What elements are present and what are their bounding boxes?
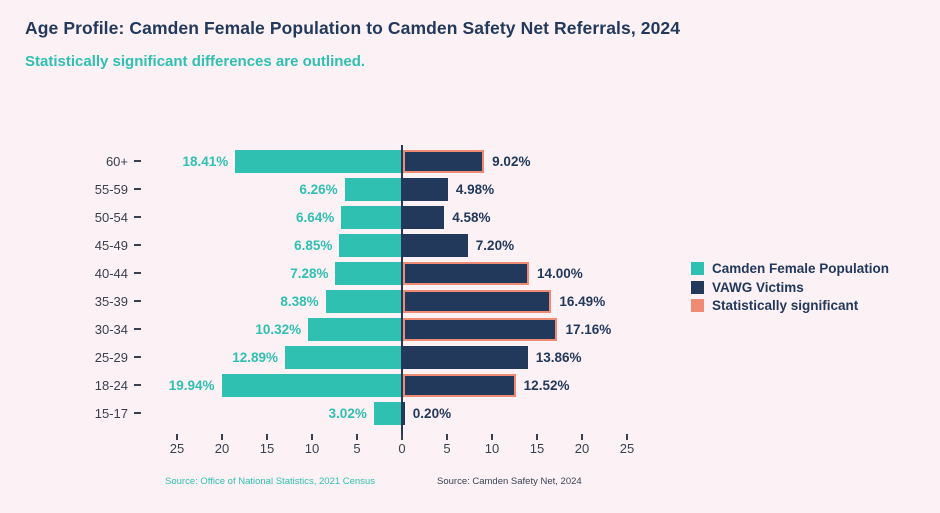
x-tick-label: 25 — [619, 441, 635, 456]
bar-right-50-54 — [403, 206, 445, 229]
bar-right-55-59 — [403, 178, 448, 201]
x-tick-label: 10 — [484, 441, 500, 456]
bar-right-60+ — [403, 150, 485, 173]
bar-right-35-39 — [403, 290, 552, 313]
y-tick-mark — [134, 160, 141, 162]
y-axis-label-30-34: 30-34 — [94, 322, 128, 337]
x-tick-mark — [536, 434, 538, 440]
bar-right-value-60+: 9.02% — [492, 154, 531, 169]
bar-left-value-15-17: 3.02% — [328, 406, 367, 421]
legend-swatch-0 — [691, 262, 704, 275]
x-tick-mark — [491, 434, 493, 440]
y-tick-mark — [134, 412, 141, 414]
axis-center-line — [401, 145, 403, 434]
y-tick-mark — [134, 328, 141, 330]
x-tick-label: 25 — [169, 441, 185, 456]
x-tick-label: 5 — [353, 441, 361, 456]
x-tick-mark — [221, 434, 223, 440]
x-tick-mark — [176, 434, 178, 440]
y-tick-mark — [134, 244, 141, 246]
bar-right-value-30-34: 17.16% — [565, 322, 612, 337]
bar-right-40-44 — [403, 262, 529, 285]
x-tick-mark — [401, 434, 403, 440]
bar-right-value-45-49: 7.20% — [475, 238, 515, 253]
bar-left-25-29 — [284, 346, 401, 369]
y-tick-mark — [134, 300, 141, 302]
chart-subtitle: Statistically significant differences ar… — [25, 53, 366, 70]
y-axis-label-50-54: 50-54 — [94, 210, 128, 225]
y-tick-mark — [134, 356, 141, 358]
y-tick-mark — [134, 272, 141, 274]
source-note-left: Source: Office of National Statistics, 2… — [165, 476, 375, 487]
bar-right-value-25-29: 13.86% — [535, 350, 582, 365]
legend-label-0: Camden Female Population — [712, 261, 890, 276]
x-tick-label: 10 — [304, 441, 320, 456]
chart-title: Age Profile: Camden Female Population to… — [25, 18, 681, 38]
y-axis-label-18-24: 18-24 — [94, 378, 128, 393]
y-tick-mark — [134, 216, 141, 218]
bar-left-value-25-29: 12.89% — [232, 350, 278, 365]
x-tick-mark — [446, 434, 448, 440]
bar-left-18-24 — [221, 374, 401, 397]
legend-label-1: VAWG Victims — [712, 279, 804, 295]
y-tick-mark — [134, 384, 141, 386]
bar-right-30-34 — [403, 318, 558, 341]
bar-left-value-55-59: 6.26% — [299, 182, 338, 197]
x-tick-label: 5 — [443, 441, 451, 456]
bar-left-value-50-54: 6.64% — [295, 210, 335, 225]
y-axis-label-15-17: 15-17 — [94, 406, 128, 421]
bar-right-45-49 — [403, 234, 468, 257]
bar-left-value-35-39: 8.38% — [280, 294, 319, 309]
y-axis-label-60+: 60+ — [105, 154, 128, 169]
bar-left-value-60+: 18.41% — [182, 154, 229, 169]
bar-right-value-50-54: 4.58% — [452, 210, 491, 225]
bar-right-value-18-24: 12.52% — [523, 378, 570, 393]
bar-left-40-44 — [335, 262, 401, 285]
bar-left-30-34 — [308, 318, 401, 341]
x-tick-label: 20 — [214, 441, 230, 456]
bar-left-value-18-24: 19.94% — [168, 378, 215, 393]
bar-right-value-40-44: 14.00% — [537, 266, 583, 281]
x-tick-label: 0 — [398, 441, 406, 456]
bar-left-55-59 — [344, 178, 401, 201]
bar-left-45-49 — [339, 234, 401, 257]
x-tick-mark — [311, 434, 313, 440]
y-axis-label-45-49: 45-49 — [94, 238, 128, 253]
bar-left-value-45-49: 6.85% — [294, 238, 333, 253]
bar-right-value-55-59: 4.98% — [455, 182, 495, 197]
bar-left-35-39 — [325, 290, 401, 313]
y-tick-mark — [134, 188, 141, 190]
x-tick-label: 15 — [259, 441, 275, 456]
legend-label-2: Statistically significant — [712, 298, 859, 313]
bar-right-value-35-39: 16.49% — [559, 294, 606, 309]
y-axis-label-55-59: 55-59 — [94, 182, 128, 197]
bar-right-18-24 — [403, 374, 516, 397]
source-note-right: Source: Camden Safety Net, 2024 — [437, 476, 582, 487]
legend-swatch-2 — [691, 299, 704, 312]
bar-right-value-15-17: 0.20% — [412, 406, 452, 421]
bar-right-15-17 — [403, 402, 405, 425]
legend-swatch-1 — [691, 280, 704, 294]
x-tick-label: 15 — [529, 441, 545, 456]
bar-left-15-17 — [373, 402, 401, 425]
x-tick-mark — [356, 434, 358, 440]
x-tick-mark — [626, 434, 628, 440]
y-axis-label-40-44: 40-44 — [94, 266, 128, 281]
y-axis-label-25-29: 25-29 — [94, 350, 128, 365]
bar-left-50-54 — [341, 206, 401, 229]
x-tick-mark — [581, 434, 583, 440]
bar-left-60+ — [235, 150, 401, 173]
bar-right-25-29 — [403, 346, 528, 369]
x-tick-mark — [266, 434, 268, 440]
y-axis-label-35-39: 35-39 — [94, 294, 128, 309]
bar-left-value-40-44: 7.28% — [290, 266, 329, 281]
x-tick-label: 20 — [574, 441, 590, 456]
bar-left-value-30-34: 10.32% — [255, 322, 302, 337]
